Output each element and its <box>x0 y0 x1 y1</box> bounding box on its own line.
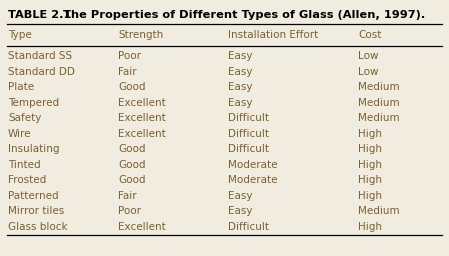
Text: Medium: Medium <box>358 207 400 217</box>
Text: Moderate: Moderate <box>228 160 277 170</box>
Text: Patterned: Patterned <box>8 191 59 201</box>
Text: Easy: Easy <box>228 82 252 92</box>
Text: Poor: Poor <box>118 207 141 217</box>
Text: High: High <box>358 191 382 201</box>
Text: Difficult: Difficult <box>228 222 269 232</box>
Text: Difficult: Difficult <box>228 144 269 155</box>
Text: Excellent: Excellent <box>118 129 166 139</box>
Text: Insulating: Insulating <box>8 144 60 155</box>
Text: High: High <box>358 160 382 170</box>
Text: Type: Type <box>8 30 32 40</box>
Text: TABLE 2.1: TABLE 2.1 <box>8 10 71 20</box>
Text: Wire: Wire <box>8 129 31 139</box>
Text: Low: Low <box>358 67 379 77</box>
Text: Good: Good <box>118 82 145 92</box>
Text: Strength: Strength <box>118 30 163 40</box>
Text: Low: Low <box>358 51 379 61</box>
Text: Safety: Safety <box>8 113 41 123</box>
Text: Good: Good <box>118 160 145 170</box>
Text: High: High <box>358 144 382 155</box>
Text: Cost: Cost <box>358 30 381 40</box>
Text: Tinted: Tinted <box>8 160 40 170</box>
Text: Difficult: Difficult <box>228 113 269 123</box>
Text: Good: Good <box>118 144 145 155</box>
Text: Moderate: Moderate <box>228 176 277 186</box>
Text: Fair: Fair <box>118 67 136 77</box>
Text: Medium: Medium <box>358 82 400 92</box>
Text: Fair: Fair <box>118 191 136 201</box>
Text: High: High <box>358 222 382 232</box>
Text: Glass block: Glass block <box>8 222 68 232</box>
Text: Medium: Medium <box>358 113 400 123</box>
Text: Frosted: Frosted <box>8 176 46 186</box>
Text: High: High <box>358 129 382 139</box>
Text: Standard DD: Standard DD <box>8 67 75 77</box>
Text: Tempered: Tempered <box>8 98 59 108</box>
Text: Standard SS: Standard SS <box>8 51 72 61</box>
Text: The Properties of Different Types of Glass (Allen, 1997).: The Properties of Different Types of Gla… <box>63 10 425 20</box>
Text: Excellent: Excellent <box>118 98 166 108</box>
Text: Plate: Plate <box>8 82 34 92</box>
Text: Easy: Easy <box>228 67 252 77</box>
Text: Poor: Poor <box>118 51 141 61</box>
Text: Mirror tiles: Mirror tiles <box>8 207 64 217</box>
Text: Medium: Medium <box>358 98 400 108</box>
Text: High: High <box>358 176 382 186</box>
Text: Excellent: Excellent <box>118 222 166 232</box>
Text: Easy: Easy <box>228 207 252 217</box>
Text: Difficult: Difficult <box>228 129 269 139</box>
Text: Easy: Easy <box>228 98 252 108</box>
Text: Excellent: Excellent <box>118 113 166 123</box>
Text: Good: Good <box>118 176 145 186</box>
Text: Easy: Easy <box>228 191 252 201</box>
Text: Easy: Easy <box>228 51 252 61</box>
Text: Installation Effort: Installation Effort <box>228 30 318 40</box>
